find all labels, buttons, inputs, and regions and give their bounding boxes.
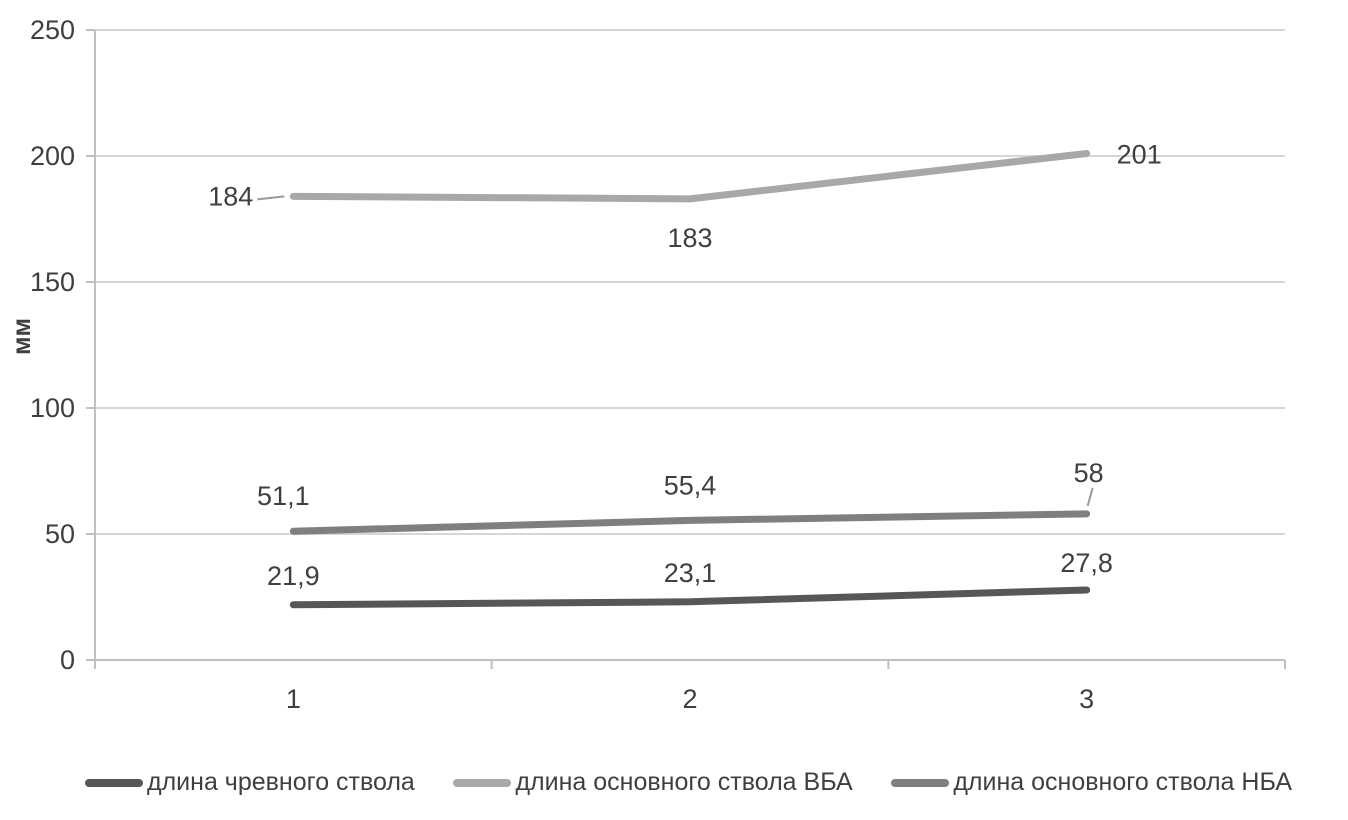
data-label: 58 <box>1074 458 1104 488</box>
legend-label: длина основного ствола ВБА <box>515 768 853 796</box>
y-tick-label: 100 <box>30 393 75 423</box>
legend-swatch-icon <box>891 778 950 787</box>
y-tick-label: 250 <box>30 15 75 45</box>
data-label: 183 <box>667 223 712 253</box>
y-tick-label: 50 <box>45 519 75 549</box>
legend-swatch-icon <box>85 778 143 787</box>
y-tick-label: 0 <box>60 645 75 675</box>
series-line-1 <box>289 149 1091 203</box>
data-label: 27,8 <box>1060 548 1113 578</box>
y-tick-label: 150 <box>30 267 75 297</box>
series-line-2 <box>289 510 1091 535</box>
chart-canvas: 0 50 100 150 200 250 1 2 3 21,9 23,1 27,8 184 183 201 5… <box>30 15 1286 714</box>
legend-label: длина основного ствола НБА <box>953 768 1292 796</box>
legend-item-2: длина основного ствола НБА <box>891 768 1292 797</box>
data-label: 184 <box>208 181 253 211</box>
x-tick-label: 1 <box>286 684 301 714</box>
data-label: 51,1 <box>257 481 310 511</box>
label-leader-line <box>1086 487 1094 507</box>
legend-swatch-icon <box>453 778 512 787</box>
x-tick-label: 2 <box>682 684 697 714</box>
label-leader-line <box>257 195 285 201</box>
y-tick-label: 200 <box>30 141 75 171</box>
x-tick-label: 3 <box>1079 684 1094 714</box>
data-label: 23,1 <box>664 558 717 588</box>
legend-item-1: длина основного ствола ВБА <box>453 768 853 797</box>
series-line-0 <box>289 586 1091 609</box>
y-axis-title: мм <box>8 318 36 355</box>
legend-item-0: длина чревного ствола <box>85 768 415 797</box>
data-label: 201 <box>1117 139 1162 169</box>
legend-label: длина чревного ствола <box>147 768 415 796</box>
data-label: 55,4 <box>664 470 717 500</box>
chart-legend: длина чревного ствола длина основного ств… <box>85 768 1292 797</box>
data-label: 21,9 <box>267 561 320 591</box>
